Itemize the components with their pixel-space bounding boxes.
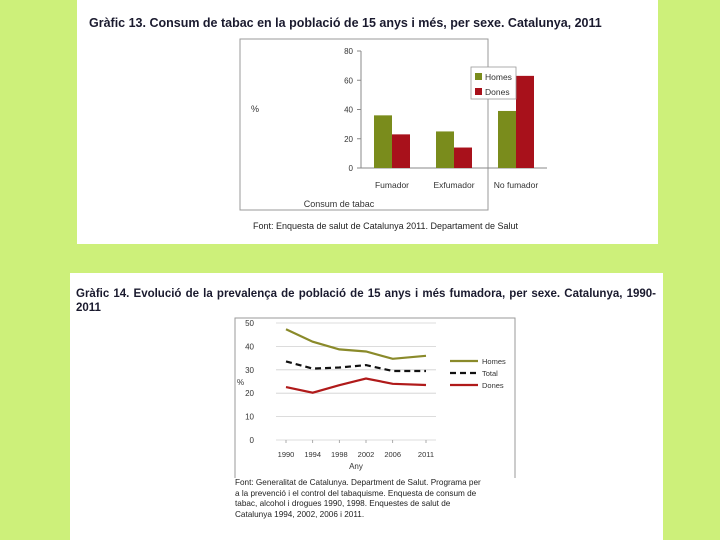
chart-1-y-tick-label: 60 bbox=[344, 76, 353, 85]
chart-1-legend-label: Homes bbox=[485, 72, 512, 82]
chart-2-y-tick-label: 30 bbox=[245, 366, 254, 375]
chart-2-legend-label: Homes bbox=[482, 357, 506, 366]
chart-2-xlabel: Any bbox=[349, 462, 363, 471]
chart-2-x-tick-label: 2006 bbox=[384, 450, 401, 459]
chart-2-legend-label: Dones bbox=[482, 381, 504, 390]
chart-1-title: Gràfic 13. Consum de tabac en la poblaci… bbox=[89, 16, 602, 30]
chart-1-bar bbox=[498, 110, 516, 168]
chart-2-marks: 0 10 20 30 40 50 1990 1994 1998 2002 2006 2011 Homes… bbox=[245, 319, 506, 459]
chart-2-y-tick-label: 40 bbox=[245, 342, 254, 351]
chart-1-category-label: Fumador bbox=[375, 180, 409, 190]
chart-1-y-tick-label: 20 bbox=[344, 135, 353, 144]
chart-panel-2: Gràfic 14. Evolució de la prevalença de … bbox=[70, 273, 663, 540]
chart-1-marks: 0 20 40 60 80 Fumador Exfumador No fumador Homes… bbox=[344, 47, 547, 190]
chart-1-ylabel: % bbox=[251, 104, 259, 114]
chart-2-y-tick-label: 10 bbox=[245, 413, 254, 422]
chart-1-y-tick-label: 0 bbox=[349, 164, 354, 173]
chart-2-x-tick-label: 2002 bbox=[358, 450, 375, 459]
chart-2-y-tick-label: 50 bbox=[245, 319, 254, 328]
chart-2-title: Gràfic 14. Evolució de la prevalença de … bbox=[76, 288, 656, 314]
chart-1-y-tick-label: 80 bbox=[344, 47, 353, 56]
chart-1-bar bbox=[374, 115, 392, 168]
chart-1-category-label: Exfumador bbox=[433, 180, 474, 190]
chart-2-series-line bbox=[285, 360, 426, 373]
chart-2-frame bbox=[234, 317, 516, 478]
chart-2-x-tick-label: 1990 bbox=[278, 450, 295, 459]
chart-1-xlabel: Consum de tabac bbox=[304, 199, 375, 209]
chart-2-x-tick-label: 1994 bbox=[304, 450, 321, 459]
chart-2-y-tick-label: 20 bbox=[245, 389, 254, 398]
chart-1-y-tick-label: 40 bbox=[344, 106, 353, 115]
chart-2-x-tick-label: 2011 bbox=[418, 450, 434, 459]
chart-1-bar bbox=[516, 75, 534, 168]
chart-1-category-label: No fumador bbox=[494, 180, 539, 190]
chart-1-bar bbox=[454, 147, 472, 168]
chart-1-source: Font: Enquesta de salut de Catalunya 201… bbox=[253, 221, 519, 231]
chart-2-series-line bbox=[285, 377, 427, 394]
chart-1-bar bbox=[392, 134, 410, 168]
chart-1-frame bbox=[239, 38, 489, 211]
chart-1-legend-label: Dones bbox=[485, 87, 510, 97]
chart-1-legend-swatch bbox=[475, 88, 482, 95]
chart-1-bar bbox=[436, 131, 454, 168]
chart-2-ylabel: % bbox=[237, 378, 244, 387]
chart-1-legend-swatch bbox=[475, 73, 482, 80]
bar-chart-consum-tabac: % Consum de tabac 0 20 40 60 80 Fumador Exfuma… bbox=[239, 38, 547, 211]
chart-2-legend-label: Total bbox=[482, 369, 498, 378]
line-chart-evolucio-prevalenca: % Any 0 10 20 30 40 50 1990 1994 1998 2002 2006 201… bbox=[234, 317, 516, 478]
chart-2-source: Font: Generalitat de Catalunya. Departme… bbox=[235, 478, 481, 519]
chart-2-y-tick-label: 0 bbox=[250, 436, 255, 445]
chart-panel-1: Gràfic 13. Consum de tabac en la poblaci… bbox=[77, 0, 658, 244]
chart-2-series-line bbox=[285, 328, 427, 360]
chart-2-x-tick-label: 1998 bbox=[331, 450, 348, 459]
